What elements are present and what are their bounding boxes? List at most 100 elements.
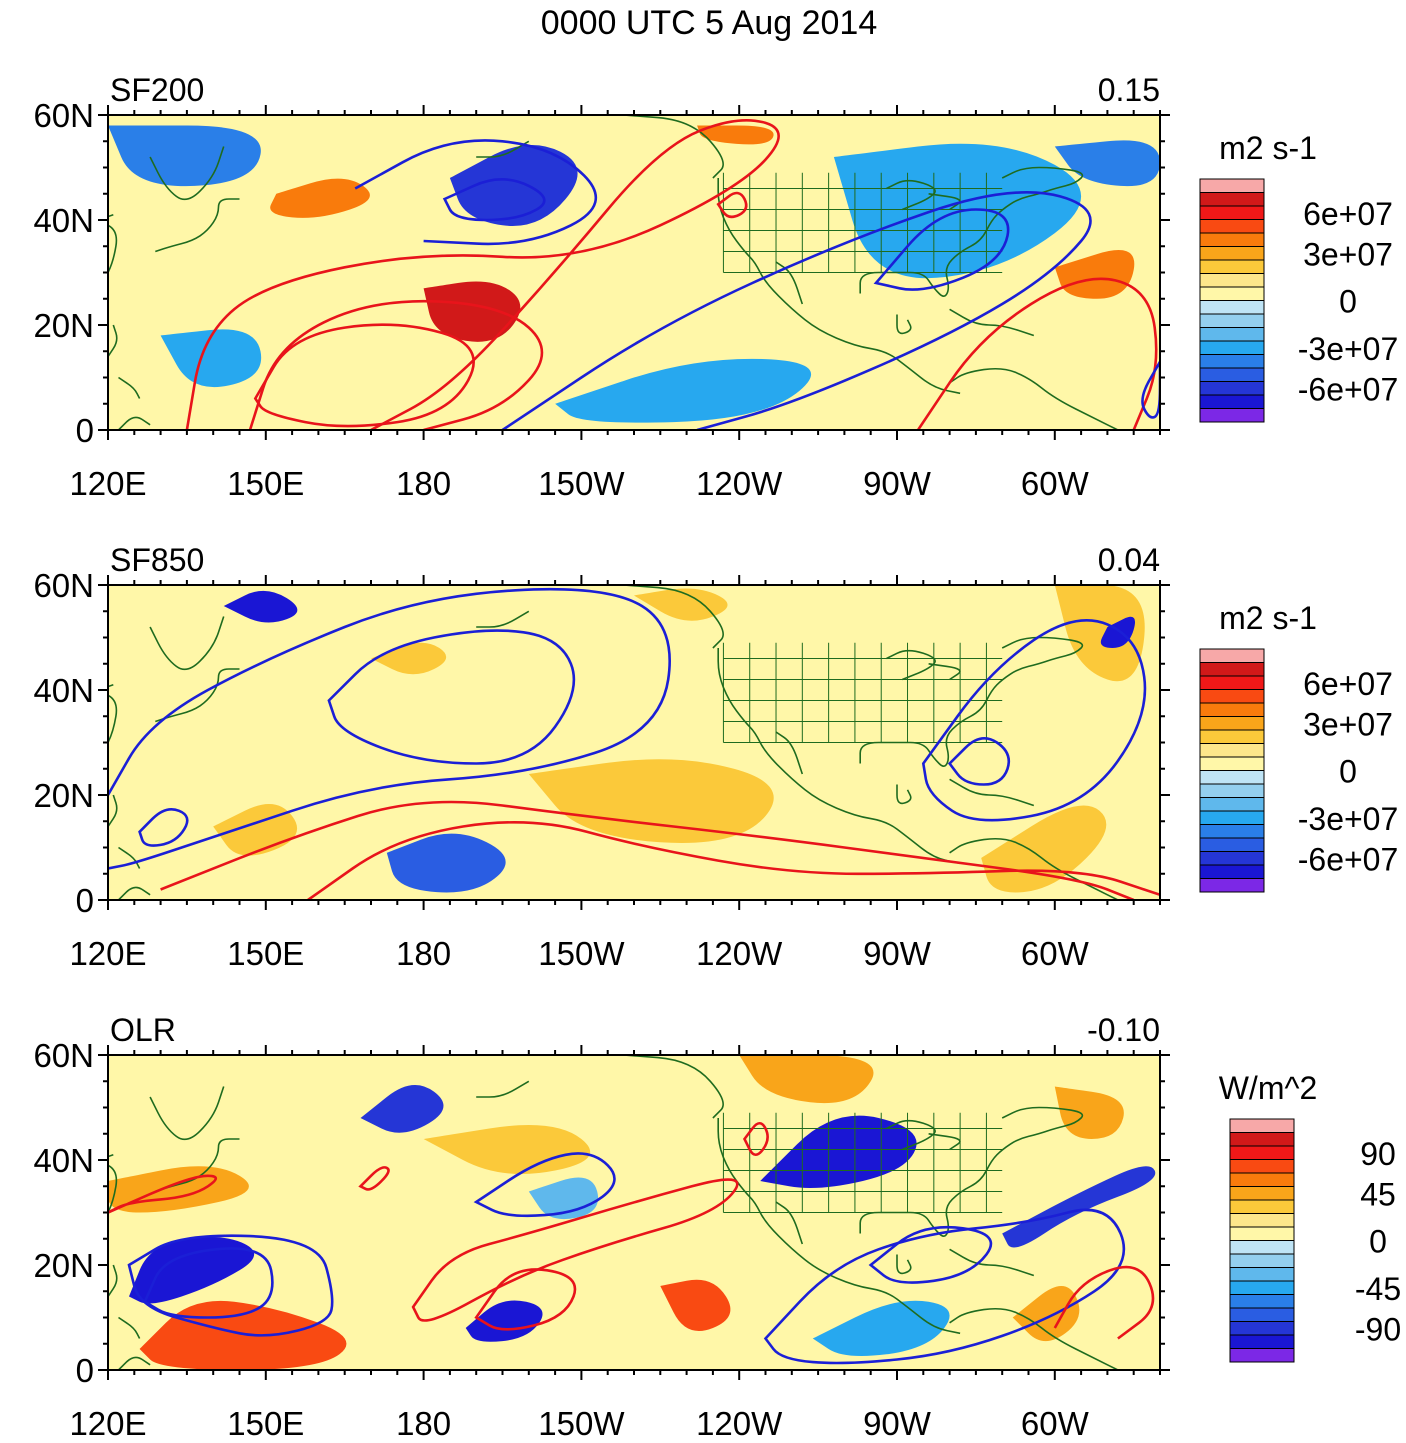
colorbar-label: 90	[1360, 1136, 1396, 1172]
colorbar-swatch	[1229, 1307, 1295, 1322]
negative-contour	[138, 808, 189, 847]
colorbar-swatch	[1229, 1145, 1295, 1160]
x-tick-label: 60W	[1021, 935, 1090, 972]
coastline	[155, 668, 240, 723]
colorbar-swatch	[1199, 783, 1265, 798]
shaded-field	[213, 585, 1145, 893]
colorbar-swatch	[1199, 662, 1265, 677]
panel-olr: 120E 150E 180 150W 120W 90W 60W 0 20N 40N 60N OLR -0…	[33, 1012, 1401, 1442]
colorbar-swatch	[1199, 408, 1265, 423]
positive-contour	[358, 1166, 390, 1191]
y-tick-label: 20N	[33, 307, 94, 344]
y-tick-label: 60N	[33, 97, 94, 134]
positive-contour	[307, 821, 1160, 900]
colorbar-swatch	[1199, 273, 1265, 288]
x-tick-label: 120E	[69, 935, 146, 972]
colorbar-swatch	[1229, 1159, 1295, 1174]
panel-sf200: 120E 150E 180 150W 120W 90W 60W 0 20N 40N 60N SF200…	[33, 72, 1398, 502]
anomaly-region	[812, 1300, 950, 1357]
colorbar-swatch	[1199, 729, 1265, 744]
anomaly-region	[108, 125, 261, 187]
positive-contour	[411, 1178, 739, 1322]
colorbar: m2 s-1 6e+07 3e+07 0 -3e+07 -6e+07	[1199, 130, 1399, 423]
coastline	[118, 1316, 141, 1339]
anomaly-region	[528, 759, 774, 844]
figure-title: 0000 UTC 5 Aug 2014	[541, 4, 877, 42]
negative-contour	[921, 619, 1147, 822]
x-tick-label: 120W	[696, 465, 783, 502]
negative-contour	[763, 1208, 1126, 1365]
state-boundaries	[722, 1112, 1003, 1213]
colorbar-swatch	[1199, 367, 1265, 382]
panel-value: 0.15	[1098, 72, 1160, 108]
colorbar-swatch	[1199, 259, 1265, 274]
positive-contour	[716, 191, 748, 219]
x-tick-label: 120E	[69, 1405, 146, 1442]
negative-contour	[108, 587, 671, 870]
coastline	[949, 367, 1119, 430]
colorbar-swatch	[1199, 716, 1265, 731]
anomaly-region	[386, 833, 506, 893]
colorbar-swatch	[1199, 232, 1265, 247]
ticks	[98, 105, 1170, 440]
colorbar-label: -3e+07	[1298, 331, 1399, 367]
colorbar-label: -90	[1355, 1311, 1401, 1347]
y-tick-label: 40N	[33, 202, 94, 239]
x-tick-label: 60W	[1021, 1405, 1090, 1442]
y-tick-label: 60N	[33, 1037, 94, 1074]
colorbar-swatch	[1199, 286, 1265, 301]
colorbar-swatch	[1199, 878, 1265, 893]
colorbar-label: 0	[1369, 1224, 1387, 1260]
colorbar-swatch	[1199, 689, 1265, 704]
colorbar-swatch	[1199, 354, 1265, 369]
coastline	[896, 314, 912, 335]
negative-contour	[327, 629, 576, 765]
anomaly-region	[1054, 250, 1135, 299]
panel-label: SF850	[110, 542, 204, 578]
coastline	[118, 376, 141, 399]
x-tick-label: 90W	[863, 465, 932, 502]
anomaly-region	[371, 642, 447, 675]
colorbar-swatch	[1229, 1118, 1295, 1133]
anomaly-region	[423, 1125, 591, 1174]
positive-contour	[185, 118, 780, 430]
anomaly-region	[739, 1055, 874, 1104]
anomaly-region	[360, 1085, 444, 1133]
colorbar-swatch	[1229, 1213, 1295, 1228]
coastline	[949, 1248, 1035, 1277]
panel-label: SF200	[110, 72, 204, 108]
colorbar-swatch	[1199, 394, 1265, 409]
y-tick-label: 60N	[33, 567, 94, 604]
coastline	[949, 1307, 1119, 1370]
contours	[108, 587, 1160, 900]
coastline	[108, 1154, 118, 1215]
anomaly-region	[223, 590, 298, 623]
coastline	[949, 778, 1035, 807]
coastline	[928, 663, 961, 681]
ticks	[98, 1045, 1170, 1380]
colorbar-swatch	[1199, 205, 1265, 220]
positive-contour	[474, 1268, 577, 1331]
coastline	[623, 1055, 724, 1119]
colorbar-label: 6e+07	[1303, 196, 1393, 232]
coastline	[149, 616, 225, 671]
anomaly-region	[660, 1279, 731, 1332]
coastline	[108, 1264, 118, 1297]
colorbar-swatch	[1199, 300, 1265, 315]
colorbar-swatch	[1199, 743, 1265, 758]
colorbar-swatch	[1199, 837, 1265, 852]
coastline	[155, 1138, 240, 1193]
anomaly-region	[160, 329, 262, 388]
y-tick-label: 0	[76, 882, 94, 919]
coastline	[623, 585, 724, 649]
anomaly-region	[270, 178, 370, 218]
contours	[185, 118, 1160, 430]
coastline	[149, 146, 225, 201]
coastline	[117, 416, 151, 430]
x-tick-label: 120E	[69, 465, 146, 502]
negative-contour	[501, 191, 1092, 430]
y-tick-label: 0	[76, 1352, 94, 1389]
colorbar-label: -45	[1355, 1271, 1401, 1307]
x-tick-label: 120W	[696, 1405, 783, 1442]
colorbar-label: -6e+07	[1298, 841, 1399, 877]
